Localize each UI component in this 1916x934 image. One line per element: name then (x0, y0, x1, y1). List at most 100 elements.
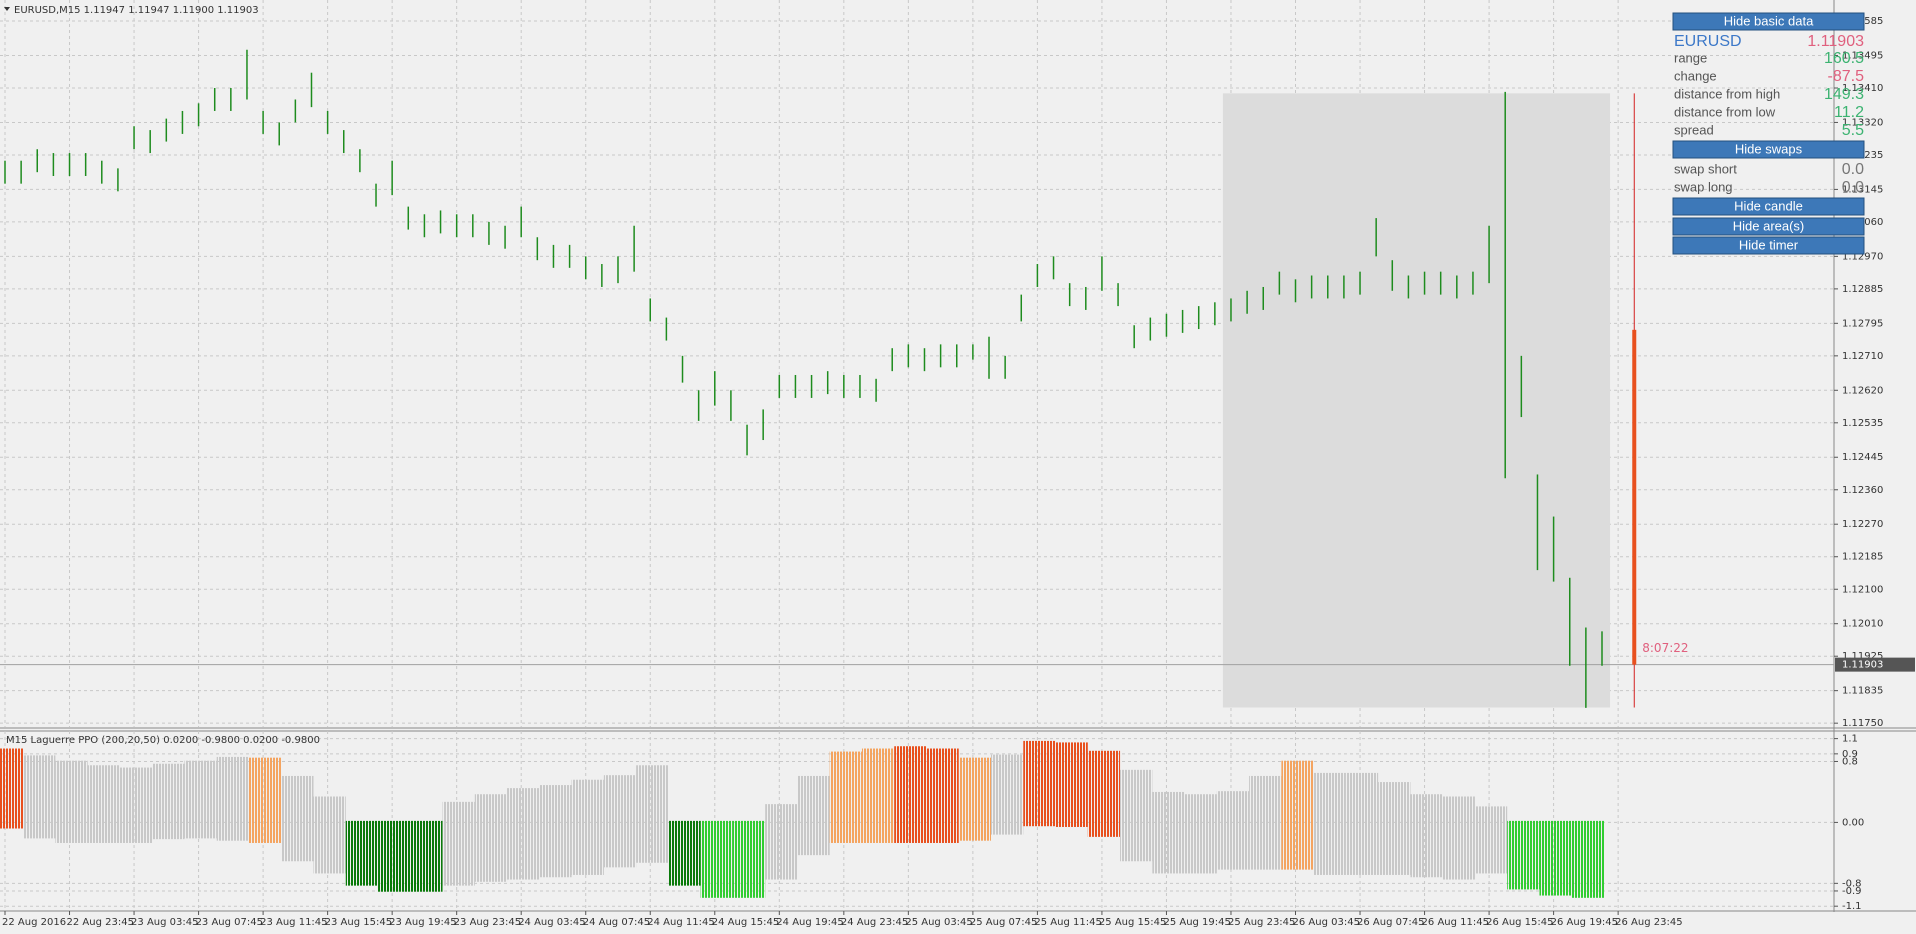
indicator-tick-label: 0.9 (1842, 749, 1858, 760)
x-tick-label: 23 Aug 03:45 (131, 917, 198, 928)
panel-button[interactable] (1672, 140, 1865, 159)
button-label[interactable]: Hide area(s) (1733, 218, 1805, 233)
indicator-tick-label: -1.1 (1842, 901, 1862, 912)
y-tick-label: 1.12795 (1842, 318, 1883, 329)
x-tick-label: 23 Aug 23:45 (454, 917, 521, 928)
y-tick-label: 1.12445 (1842, 452, 1883, 463)
dropdown-icon[interactable] (4, 7, 10, 11)
indicator-bar (216, 756, 249, 841)
day-area (1222, 93, 1611, 708)
indicator-bar (1055, 742, 1088, 827)
indicator-bar (797, 775, 830, 856)
row-label: distance from high (1674, 86, 1780, 101)
indicator-bar (1216, 791, 1250, 870)
indicator-bar (1474, 806, 1508, 874)
x-tick-label: 25 Aug 19:45 (1163, 917, 1230, 928)
indicator-bar (1184, 794, 1217, 874)
indicator-bar (926, 748, 959, 843)
indicator-bar (1313, 772, 1346, 875)
button-label[interactable]: Hide swaps (1735, 141, 1803, 156)
symbol-price: 1.11903 (1807, 33, 1864, 50)
row-label: distance from low (1674, 104, 1776, 119)
y-tick-label: 1.11750 (1842, 718, 1883, 729)
indicator-bar (507, 788, 540, 880)
indicator-tick-label: 0.00 (1842, 817, 1864, 828)
swap-value: 0.0 (1842, 179, 1864, 196)
panel-button[interactable] (1672, 12, 1865, 31)
indicator-bar (571, 779, 604, 875)
price-chart: 8:07:22 1.11903 (0, 49, 1915, 708)
x-tick-label: 24 Aug 11:45 (647, 917, 714, 928)
indicator-bar (87, 765, 120, 843)
panel-button[interactable] (1672, 217, 1865, 236)
y-tick-label: 1.11835 (1842, 686, 1883, 697)
indicator-bar (1539, 820, 1572, 896)
last-price-box (1835, 657, 1915, 672)
indicator-bar (378, 820, 411, 892)
button-label[interactable]: Hide timer (1739, 237, 1799, 252)
indicator-bar (1410, 794, 1443, 878)
indicator-bar (248, 757, 282, 843)
y-tick-label: 1.13145 (1842, 184, 1883, 195)
indicator-bar (442, 801, 475, 886)
indicator-bar (765, 804, 798, 880)
indicator-tick-label: 0.8 (1842, 756, 1858, 767)
indicator-bar (539, 785, 572, 878)
indicator-bar (1345, 772, 1379, 875)
indicator-bar (1442, 796, 1475, 880)
x-tick-label: 26 Aug 19:45 (1551, 917, 1618, 928)
button-label[interactable]: Hide basic data (1724, 13, 1814, 28)
indicator-bar (345, 820, 379, 886)
indicator-chart (0, 740, 1604, 898)
y-tick-label: 1.12360 (1842, 485, 1883, 496)
indicator-bar (281, 775, 314, 862)
x-tick-label: 23 Aug 15:45 (325, 917, 392, 928)
panel-button[interactable] (1672, 236, 1865, 255)
indicator-bar (1571, 820, 1604, 898)
x-tick-label: 23 Aug 19:45 (389, 917, 456, 928)
x-tick-label: 26 Aug 11:45 (1422, 917, 1489, 928)
y-tick-label: 1.12270 (1842, 519, 1883, 530)
indicator-bar (1378, 782, 1411, 875)
x-tick-label: 26 Aug 15:45 (1486, 917, 1553, 928)
panel-button[interactable] (1672, 197, 1865, 216)
indicator-tick-label: -0.9 (1842, 886, 1862, 897)
button-label[interactable]: Hide candle (1734, 198, 1803, 213)
indicator-bar (0, 748, 24, 829)
row-value: 11.2 (1834, 104, 1864, 121)
indicator-bar (152, 763, 185, 840)
indicator-bar (991, 754, 1024, 835)
info-panel: Hide basic data Hide swaps Hide candle Hide… (1672, 12, 1865, 255)
indicator-bar (636, 765, 669, 863)
row-label: spread (1674, 122, 1714, 137)
indicator-bar (1507, 820, 1540, 890)
indicator-bar (313, 796, 346, 874)
last-price-label: 1.11903 (1842, 660, 1883, 671)
indicator-tick-label: -0.8 (1842, 878, 1862, 889)
indicator-bar (958, 757, 992, 841)
x-tick-label: 26 Aug 23:45 (1615, 917, 1682, 928)
chart-header: EURUSD,M15 1.11947 1.11947 1.11900 1.119… (14, 5, 259, 16)
indicator-bar (1023, 740, 1056, 827)
indicator-bar (829, 751, 862, 843)
candle-timer: 8:07:22 (1642, 641, 1688, 655)
row-label: range (1674, 50, 1707, 65)
y-tick-label: 1.12885 (1842, 284, 1883, 295)
x-tick-label: 24 Aug 19:45 (776, 917, 843, 928)
indicator-bar (668, 820, 701, 886)
x-tick-label: 24 Aug 03:45 (518, 917, 585, 928)
y-tick-label: 1.12010 (1842, 619, 1883, 630)
row-value: 5.5 (1842, 122, 1864, 139)
row-value: 160.5 (1824, 50, 1864, 67)
indicator-bar (861, 748, 895, 843)
swap-label: swap short (1674, 161, 1737, 176)
indicator-bar (603, 775, 637, 868)
y-tick-label: 1.11925 (1842, 651, 1883, 662)
symbol-name: EURUSD (1674, 33, 1742, 50)
y-tick-label: 1.12710 (1842, 351, 1883, 362)
swap-value: 0.0 (1842, 161, 1864, 178)
x-tick-label: 25 Aug 15:45 (1099, 917, 1166, 928)
y-tick-label: 1.13410 (1842, 83, 1883, 94)
x-tick-label: 26 Aug 03:45 (1293, 917, 1360, 928)
